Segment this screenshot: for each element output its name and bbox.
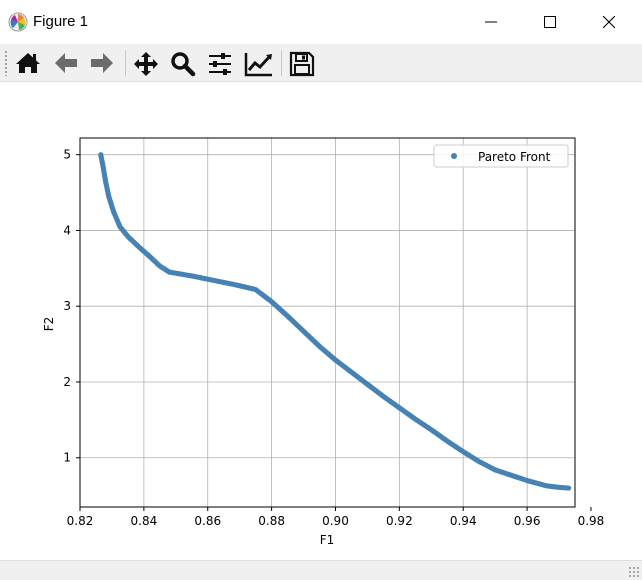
- maximize-button[interactable]: [527, 8, 573, 36]
- navigation-toolbar: [0, 44, 642, 82]
- y-axis-label: F2: [42, 317, 56, 332]
- toolbar-grip[interactable]: [4, 50, 8, 76]
- grid-lines: [80, 138, 575, 507]
- legend-label: Pareto Front: [478, 150, 551, 164]
- legend-marker: [451, 153, 457, 159]
- resize-grip[interactable]: [628, 566, 640, 578]
- data-points: [98, 152, 572, 491]
- toolbar-separator: [281, 50, 282, 76]
- minimize-icon: [485, 21, 497, 23]
- home-icon: [16, 53, 40, 73]
- x-tick-label: 0.96: [514, 514, 541, 528]
- close-button[interactable]: [586, 8, 632, 36]
- y-tick-label: 3: [63, 299, 71, 313]
- pareto-point: [566, 485, 572, 491]
- edit-axis-button[interactable]: [241, 48, 273, 78]
- figure-canvas[interactable]: 0.82 0.84 0.86 0.88 0.90 0.92 0.94 0.96 0.98 1 2 3…: [0, 82, 642, 560]
- status-bar: [0, 560, 642, 580]
- y-tick-label: 1: [63, 451, 71, 465]
- pareto-front-chart: 0.82 0.84 0.86 0.88 0.90 0.92 0.94 0.96 0.98 1 2 3…: [42, 137, 605, 547]
- y-axis-ticks: 1 2 3 4 5: [63, 148, 80, 465]
- x-tick-label: 0.90: [322, 514, 349, 528]
- toolbar-separator: [125, 50, 126, 76]
- legend: Pareto Front: [433, 144, 569, 168]
- forward-button[interactable]: [86, 48, 118, 78]
- x-tick-label: 0.88: [258, 514, 285, 528]
- x-tick-label: 0.94: [450, 514, 477, 528]
- home-button[interactable]: [12, 48, 44, 78]
- configure-subplots-icon: [209, 53, 231, 75]
- x-tick-label: 0.84: [131, 514, 158, 528]
- minimize-button[interactable]: [468, 8, 514, 36]
- title-bar: Figure 1: [0, 0, 642, 44]
- legend-box: [433, 144, 569, 168]
- y-tick-label: 5: [63, 148, 71, 162]
- x-axis-ticks: 0.82 0.84 0.86 0.88 0.90 0.92 0.94 0.96 0.98: [67, 507, 605, 528]
- save-button[interactable]: [286, 48, 318, 78]
- close-icon: [603, 16, 615, 28]
- y-tick-label: 2: [63, 375, 71, 389]
- x-tick-label: 0.82: [67, 514, 94, 528]
- x-tick-label: 0.86: [194, 514, 221, 528]
- zoom-icon: [171, 52, 196, 77]
- edit-axis-icon: [244, 53, 272, 77]
- configure-subplots-button[interactable]: [204, 48, 236, 78]
- maximize-icon: [544, 16, 556, 28]
- x-axis-label: F1: [320, 533, 335, 547]
- y-tick-label: 4: [63, 223, 71, 237]
- pan-icon: [134, 52, 158, 76]
- zoom-button[interactable]: [167, 48, 199, 78]
- x-tick-label: 0.92: [386, 514, 413, 528]
- pan-button[interactable]: [130, 48, 162, 78]
- back-arrow-icon: [55, 53, 77, 73]
- back-button[interactable]: [50, 48, 82, 78]
- forward-arrow-icon: [91, 53, 113, 73]
- save-icon: [289, 51, 315, 77]
- matplotlib-logo-icon: [8, 12, 28, 32]
- x-tick-label: 0.98: [578, 514, 605, 528]
- plot-area-frame: [79, 137, 576, 508]
- window-title: Figure 1: [33, 13, 89, 30]
